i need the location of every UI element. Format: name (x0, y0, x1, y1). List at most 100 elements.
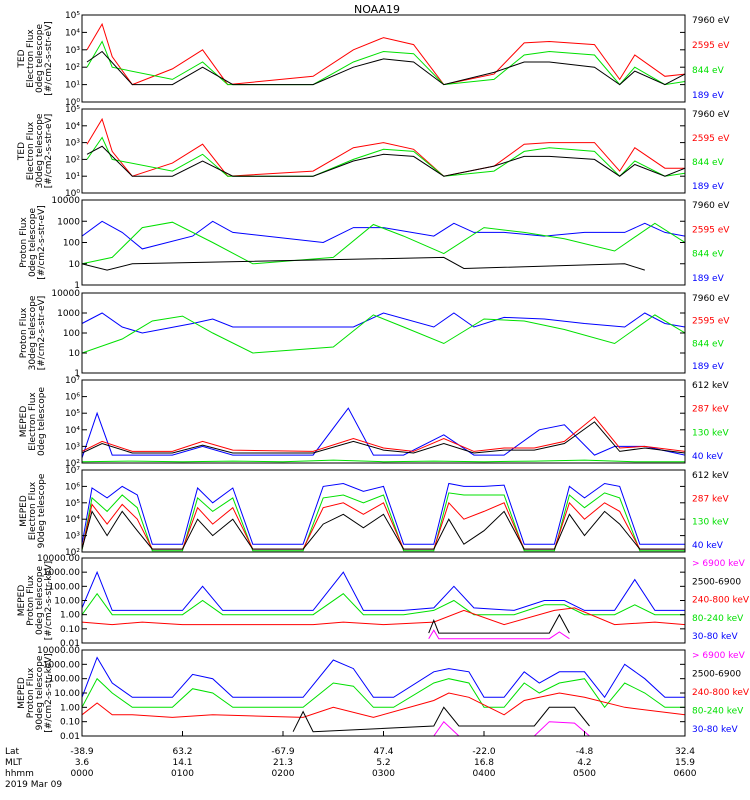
panel-5: 10² 10³ 10⁴ 10⁵ 10⁶ 10⁷ MEPEDElectron Flux0deg… (19, 376, 729, 469)
x-row-label-2: MLT (5, 758, 23, 768)
panel-2-series-1 (86, 117, 685, 177)
panel-7-series-2 (82, 592, 685, 616)
x-tick-mlt-1: 3.6 (75, 758, 90, 768)
panel-3-ytick-label-4: 1000 (57, 217, 80, 227)
x-tick-mlt-7: 15.9 (675, 758, 695, 768)
panel-8-ytick-label-2: 0.10 (60, 718, 80, 728)
panel-1-series-3 (86, 50, 685, 86)
panel-7-legend-3: 240-800 keV (692, 596, 750, 606)
panel-1-series-2 (86, 40, 685, 86)
panel-7-legend-5: 30-80 keV (692, 632, 738, 642)
x-tick-lat-2: 63.2 (172, 747, 192, 757)
panel-4-ytick-label-2: 10 (69, 349, 81, 359)
panel-2-ytick-label-4: 10³ (65, 139, 80, 149)
panel-6-legend-2: 287 keV (692, 494, 729, 504)
panel-8-series-1 (82, 656, 685, 699)
panel-2-frame (81, 108, 686, 194)
panel-8-legend-3: 240-800 keV (692, 688, 750, 698)
panel-7-ytick-label-3: 1.00 (60, 611, 80, 621)
panel-6-series-3 (82, 501, 685, 550)
panel-6-frame (81, 469, 686, 553)
panel-7-ylabel: MEPEDProton Flux0deg telescope[#/cm2-s-s… (17, 561, 54, 640)
panel-5-series-1 (82, 407, 685, 459)
panel-1-legend-4: 189 eV (692, 91, 725, 101)
panel-5-series-4 (82, 421, 685, 454)
panel-6: 10² 10³ 10⁴ 10⁵ 10⁶ 10⁷ MEPEDElectron Flux90de… (19, 466, 729, 558)
panel-5-ytick-label-5: 10⁶ (65, 393, 80, 403)
panel-5-ylabel: MEPEDElectron Flux0deg telescope (19, 387, 47, 457)
panel-1-ytick-label-2: 10¹ (65, 81, 80, 91)
panel-6-ylabel: MEPEDElectron Flux90deg telescope (19, 473, 47, 548)
panel-6-series-1 (82, 482, 685, 545)
panel-3-series-2 (82, 221, 685, 265)
panel-1-ytick-label-3: 10² (65, 63, 80, 73)
panel-3-ylabel: Proton Flux0deg telescope[#/cm2-s-str-eV… (19, 205, 47, 280)
x-tick-mlt-4: 5.2 (376, 758, 390, 768)
panel-2-legend-1: 7960 eV (692, 110, 730, 120)
panel-7-legend-4: 80-240 keV (692, 614, 744, 624)
panel-6-ytick-label-5: 10⁶ (65, 482, 80, 492)
panel-3-ytick-label-2: 10 (69, 260, 81, 270)
panel-8-series-5 (433, 720, 590, 736)
x-tick-lat-7: 32.4 (675, 747, 695, 757)
panel-8-ytick-label-5: 100.00 (49, 675, 81, 685)
panel-4-ytick-label-1: 1 (74, 369, 80, 379)
panel-3-legend-4: 189 eV (692, 274, 725, 284)
panel-8-ytick-label-6: 1000.00 (43, 660, 80, 670)
panel-7-frame (81, 557, 686, 644)
panel-1-ytick-label-1: 10⁰ (65, 98, 80, 108)
panel-7-ytick-label-7: 10000.00 (37, 554, 80, 564)
panel-3-legend-2: 2595 eV (692, 225, 730, 235)
panel-6-ytick-label-2: 10³ (65, 532, 80, 542)
panel-8-ytick-label-7: 10000.00 (37, 646, 80, 656)
panel-6-ytick-label-6: 10⁷ (65, 466, 80, 476)
panel-7-series-4 (428, 613, 570, 634)
panel-5-series-3 (82, 459, 685, 463)
panel-8-legend-5: 30-80 keV (692, 725, 738, 735)
panel-2-legend-4: 189 eV (692, 182, 725, 192)
panel-1-ytick-label-5: 10⁴ (65, 28, 80, 38)
panel-6-ytick-label-4: 10⁵ (65, 499, 80, 509)
panel-5-legend-2: 287 keV (692, 405, 729, 415)
panel-1-legend-2: 2595 eV (692, 41, 730, 51)
panel-4-series-1 (82, 312, 685, 334)
panel-7-ytick-label-5: 100.00 (49, 582, 81, 592)
panel-8-legend-4: 80-240 keV (692, 707, 744, 717)
panel-2-ytick-label-5: 10⁴ (65, 122, 80, 132)
panel-5-legend-4: 40 keV (692, 452, 724, 462)
x-tick-hhmm-1: 0000 (71, 769, 94, 779)
x-tick-hhmm-6: 0500 (573, 769, 596, 779)
panel-3-ytick-label-1: 1 (74, 281, 80, 291)
panel-4-ylabel: Proton Flux30deg telescope[#/cm2-s-str-e… (19, 295, 47, 370)
panel-7-series-3 (82, 607, 685, 626)
panel-4-frame (81, 292, 686, 374)
panel-1-frame (81, 14, 686, 103)
panel-4-legend-4: 189 eV (692, 362, 725, 372)
panel-2-ytick-label-3: 10² (65, 155, 80, 165)
panel-8-series-4 (292, 706, 590, 733)
panel-4: 1 10 100 1000 10000 Proton Flux30deg telescop… (19, 289, 730, 379)
panel-8-ytick-label-1: 0.01 (60, 732, 80, 742)
panel-2-ytick-label-6: 10⁵ (65, 105, 80, 115)
panel-2-ytick-label-1: 10⁰ (65, 189, 80, 199)
panel-2-legend-2: 2595 eV (692, 134, 730, 144)
panel-7-series-5 (428, 629, 570, 640)
panel-5-legend-3: 130 keV (692, 428, 729, 438)
panel-8-ytick-label-4: 10.00 (54, 689, 80, 699)
panel-7-legend-2: 2500-6900 (692, 577, 741, 587)
x-row-label-1: Lat (5, 747, 20, 757)
panel-7-ytick-label-4: 10.00 (54, 597, 80, 607)
x-tick-hhmm-5: 0400 (473, 769, 496, 779)
panel-4-ytick-label-5: 10000 (51, 289, 80, 299)
panel-6-series-4 (82, 510, 685, 550)
panel-5-ytick-label-2: 10³ (65, 442, 80, 452)
x-tick-hhmm-2: 0100 (171, 769, 194, 779)
panel-3-series-1 (82, 220, 685, 250)
panel-2: 10⁰ 10¹ 10² 10³ 10⁴ 10⁵ TEDElectron Flux30deg … (17, 105, 730, 199)
panel-8-legend-2: 2500-6900 (692, 670, 741, 680)
panel-7: 0.01 0.10 1.00 10.00 100.00 1000.00 10000.00ME… (17, 554, 750, 649)
panel-5-ytick-label-4: 10⁵ (65, 409, 80, 419)
x-tick-lat-3: -67.9 (271, 747, 295, 757)
